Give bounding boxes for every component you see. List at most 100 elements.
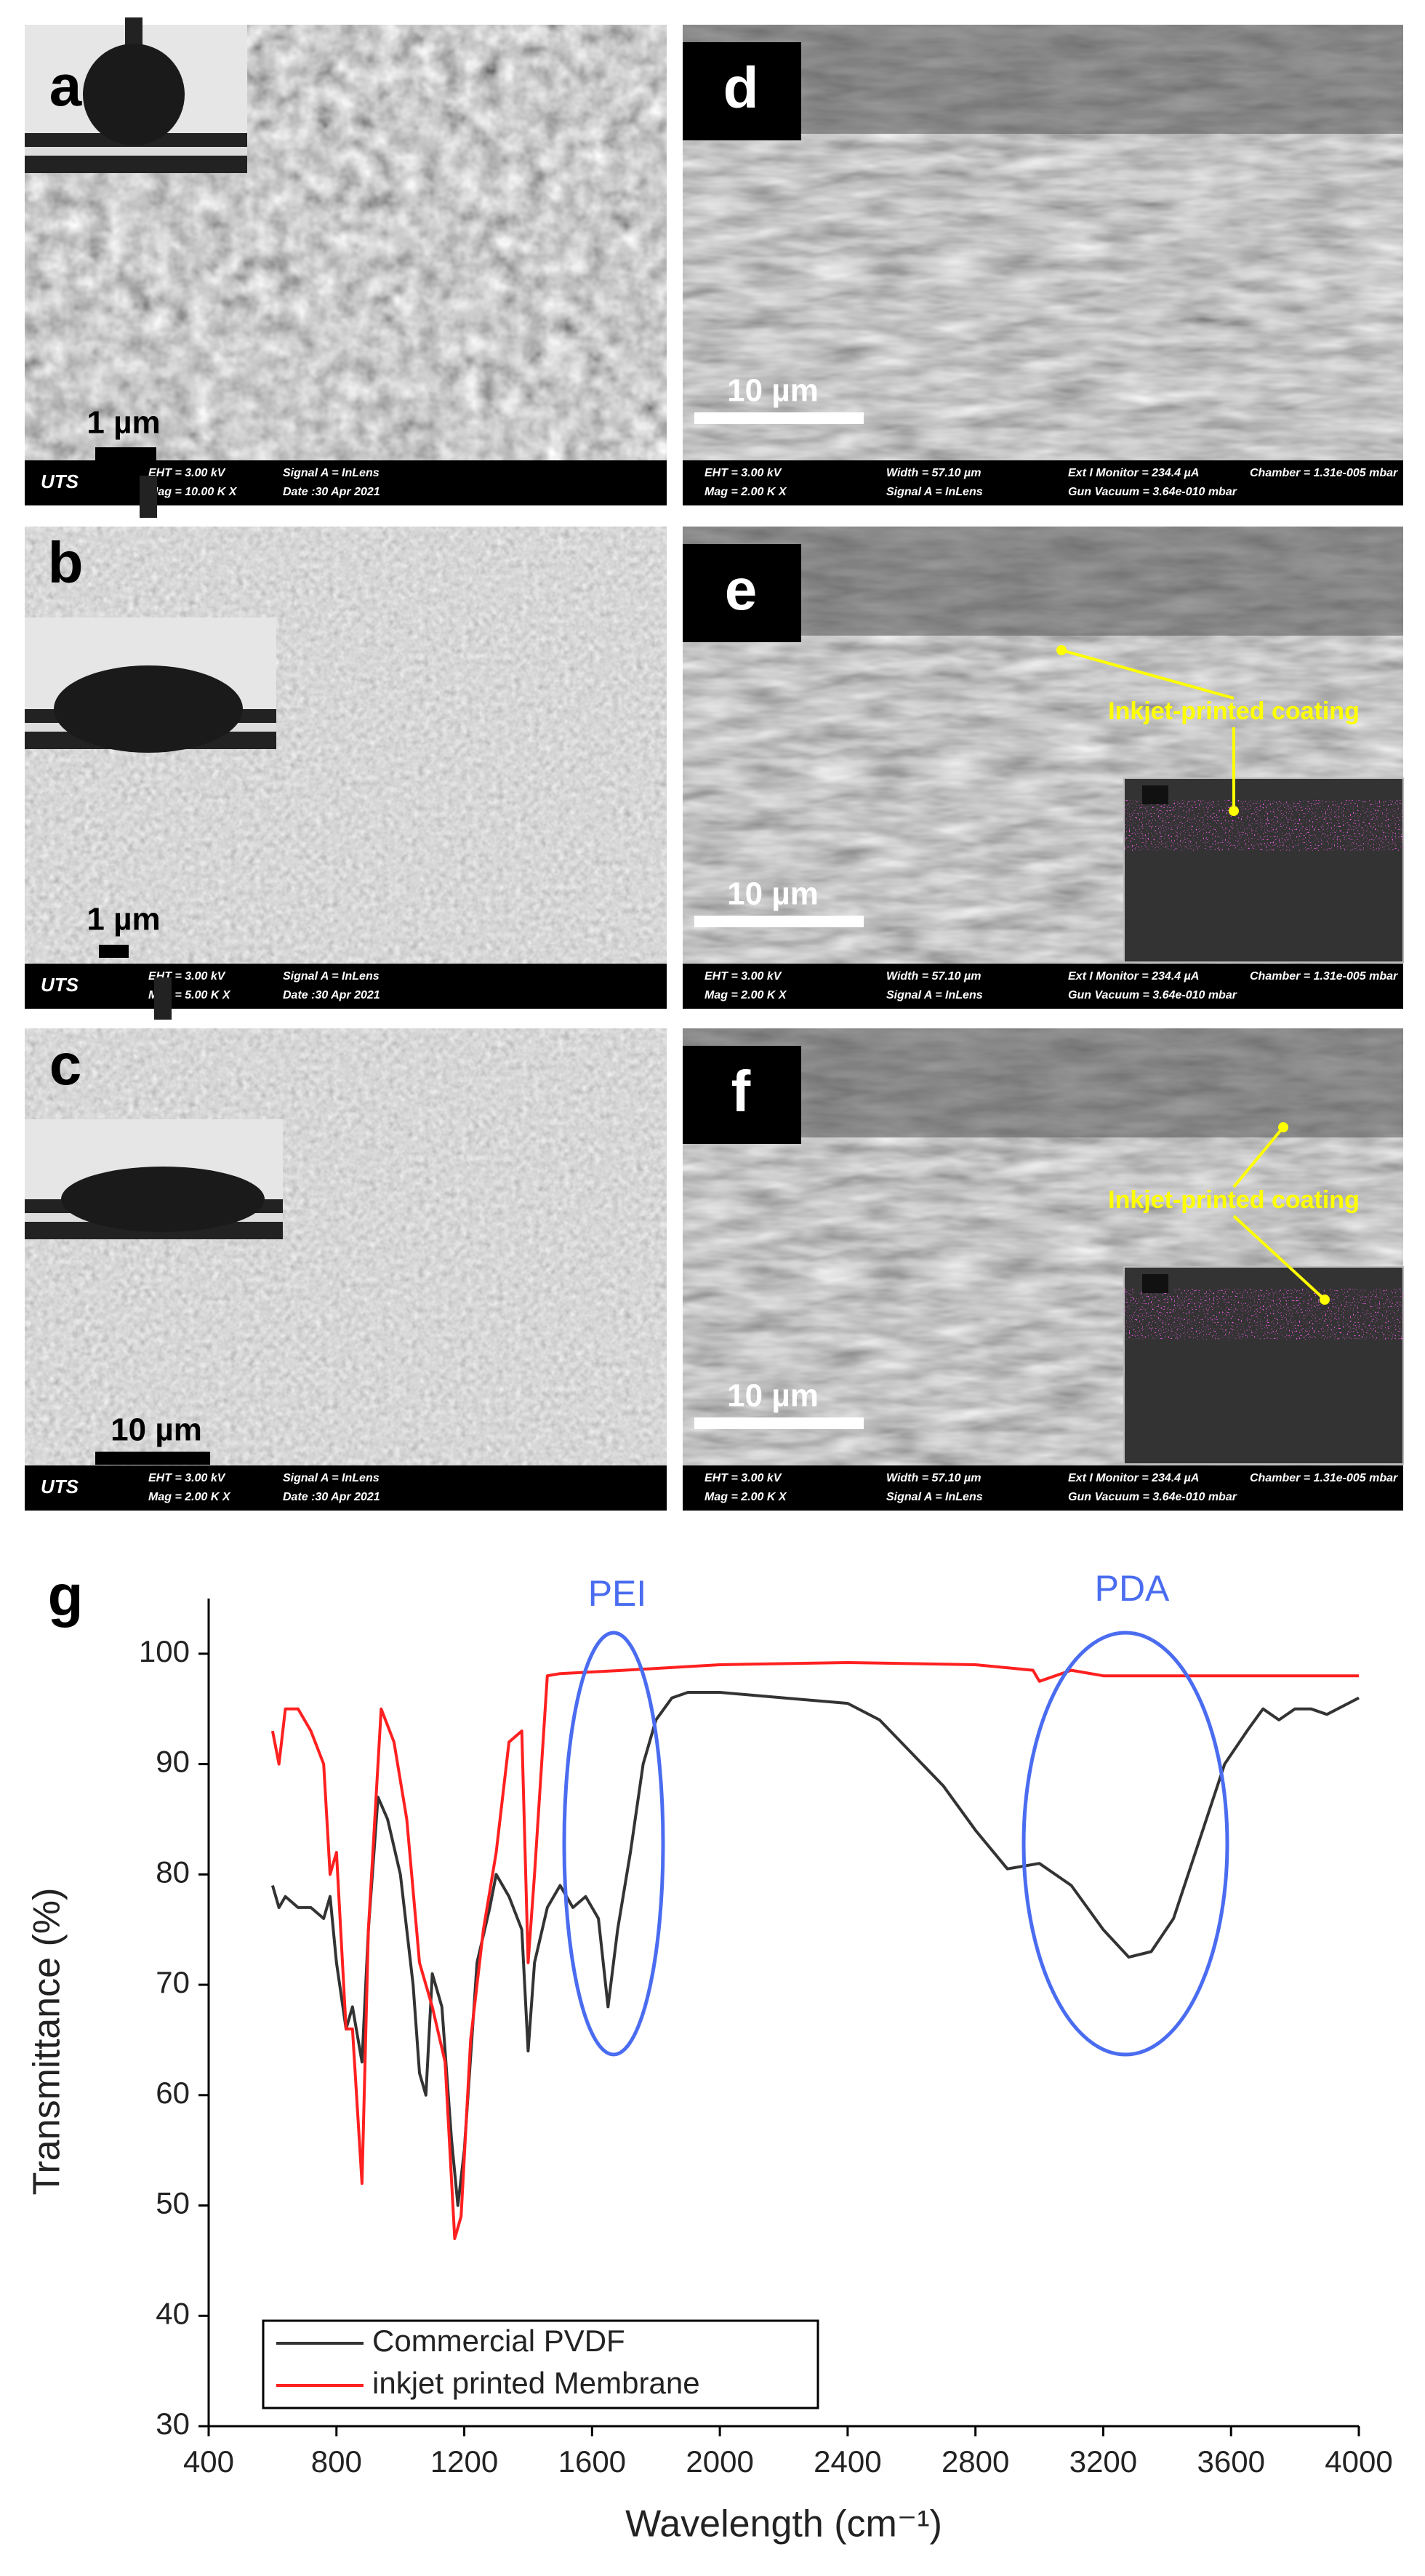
annotation: Inkjet-printed coating [1108,1186,1360,1214]
panel-label: g [48,1563,84,1628]
info-bar [683,1465,1403,1511]
sem-image [25,1028,667,1511]
scale-bar-label: 10 µm [727,1378,819,1414]
x-tick-label: 1600 [558,2444,626,2479]
panel-label: c [49,1032,82,1097]
footer-logo: UTS [41,1476,79,1497]
info-bar [25,964,667,1009]
scale-bar [694,412,864,424]
annotation: PEI [588,1573,647,1614]
y-axis-label: Transmittance (%) [26,1888,68,2196]
info-bar [25,460,667,505]
footer-text: Chamber = 1.31e-005 mbar [1250,970,1398,983]
footer-text: Signal A = InLens [283,970,380,983]
eds-marker [1142,1274,1168,1293]
y-tick-label: 40 [156,2296,190,2330]
annotation: Inkjet-printed coating [1108,697,1360,725]
footer-logo: UTS [41,974,79,996]
y-tick-label: 80 [156,1855,190,1889]
x-tick-label: 2800 [942,2444,1009,2479]
info-bar [683,460,1403,505]
footer-text: Date :30 Apr 2021 [283,486,380,498]
data-line [270,1691,1360,2207]
footer-text: Mag = 2.00 K X [705,1491,787,1503]
panel-label: e [725,557,758,622]
x-tick-label: 2400 [814,2444,881,2479]
footer-text: Chamber = 1.31e-005 mbar [1250,467,1398,479]
footer-text: Mag = 10.00 K X [148,486,238,498]
footer-text: Gun Vacuum = 3.64e-010 mbar [1068,1491,1237,1503]
sem-panel: e 10 µm Inkjet-printed coating EHT = 3.00 k… [683,527,1404,1009]
panel-label: d [723,55,759,120]
y-tick-label: 60 [156,2076,190,2110]
footer-text: EHT = 3.00 kV [705,467,782,479]
footer-text: Signal A = InLens [283,1472,380,1484]
info-bar [683,964,1403,1009]
droplet [83,44,185,145]
footer-text: Mag = 2.00 K X [148,1491,231,1503]
sem-image [25,527,667,1009]
legend-label: inkjet printed Membrane [372,2366,700,2400]
eds-signal [1124,1289,1403,1340]
scale-bar-label: 1 µm [87,902,160,937]
y-tick-label: 90 [156,1745,190,1779]
data-line [270,1661,1359,2241]
arrow-head [1278,1122,1288,1132]
footer-text: Gun Vacuum = 3.64e-010 mbar [1068,486,1237,498]
letter-box [683,42,801,140]
letter-box [683,544,801,642]
y-tick-label: 70 [156,1965,190,1999]
arrow [1232,1215,1326,1301]
y-tick-label: 100 [139,1634,190,1668]
sem-top-bg [683,1028,1403,1137]
x-tick-label: 3600 [1197,2444,1265,2479]
footer-text: EHT = 3.00 kV [148,467,226,479]
arrow [1061,649,1235,700]
scale-bar [99,945,129,958]
scale-bar [694,916,864,927]
x-tick-label: 3200 [1069,2444,1137,2479]
x-tick-label: 800 [311,2444,362,2479]
panel-label: b [48,530,84,595]
scale-bar [95,447,156,464]
footer-text: EHT = 3.00 kV [148,1472,226,1484]
scale-bar-label: 10 µm [727,373,819,409]
footer-logo: UTS [41,471,79,492]
footer-text: Ext I Monitor = 234.4 µA [1068,970,1199,983]
footer-text: Ext I Monitor = 234.4 µA [1068,1472,1199,1484]
needle [154,977,172,1020]
x-tick-label: 4000 [1325,2444,1392,2479]
scale-bar-label: 10 µm [111,1412,202,1448]
annotation-ellipse [562,1631,665,2057]
footer-text: Chamber = 1.31e-005 mbar [1250,1472,1398,1484]
eds-marker [1142,785,1168,804]
arrow [1232,1126,1285,1188]
sem-panel: c 10 µm UTS EHT = 3.00 kV Mag = 2.00 K X Sign… [25,977,667,1511]
arrow-head [1229,806,1239,816]
x-axis-label: Wavelength (cm⁻¹) [625,2503,942,2545]
footer-text: Date :30 Apr 2021 [283,1491,380,1503]
x-tick-label: 2000 [686,2444,753,2479]
droplet [54,665,243,753]
sem-top-bg [683,25,1403,134]
surface-reflection [25,147,247,156]
x-tick-label: 1200 [430,2444,498,2479]
footer-text: Signal A = InLens [886,486,983,498]
y-tick-label: 50 [156,2186,190,2220]
footer-text: EHT = 3.00 kV [705,970,782,983]
letter-box [683,1046,801,1144]
footer-text: Mag = 2.00 K X [705,989,787,1001]
footer-text: Width = 57.10 µm [886,467,981,479]
needle [140,476,157,518]
footer-text: Width = 57.10 µm [886,970,981,983]
scale-bar-label: 10 µm [727,876,819,912]
footer-text: Date :30 Apr 2021 [283,989,380,1001]
scale-bar-label: 1 µm [87,405,160,441]
sem-panel: d 10 µm EHT = 3.00 kV Mag = 2.00 K X Width =… [683,25,1403,505]
footer-text: Width = 57.10 µm [886,1472,981,1484]
footer-text: Ext I Monitor = 234.4 µA [1068,467,1199,479]
scale-bar [95,1452,210,1465]
